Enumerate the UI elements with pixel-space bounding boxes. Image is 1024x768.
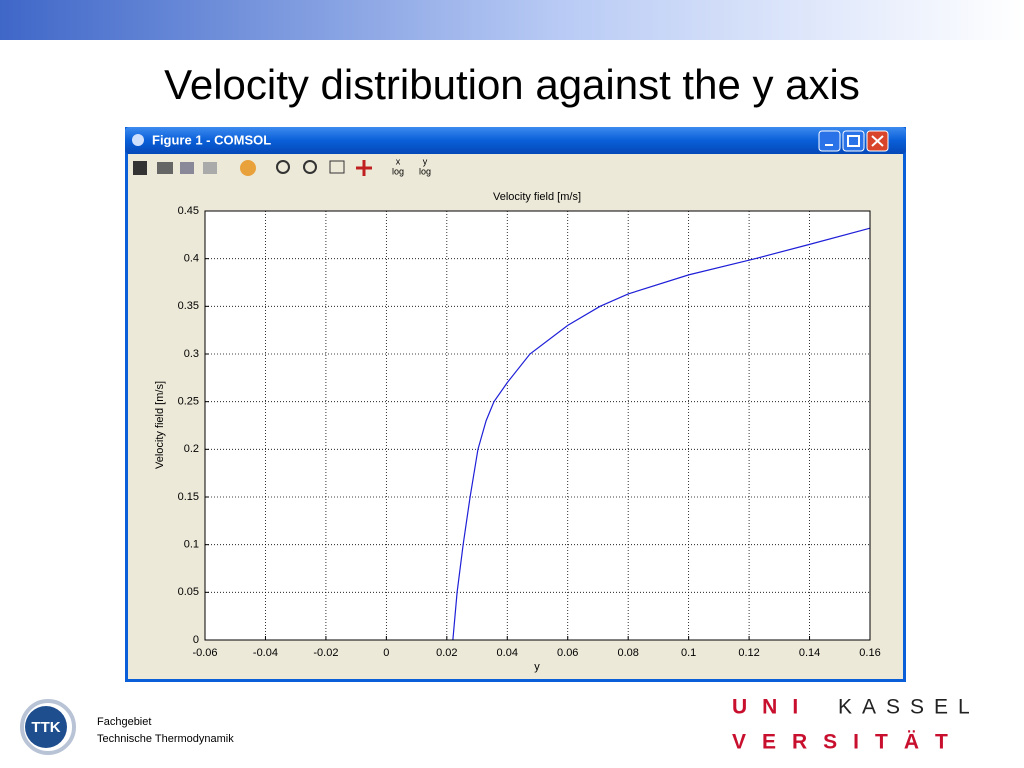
x-tick-label: 0.1 (681, 647, 696, 659)
toolbar-log[interactable]: log (419, 166, 431, 176)
data-line (452, 227, 871, 641)
y-tick-label: 0.45 (178, 205, 199, 217)
toolbar (133, 160, 372, 176)
y-axis-label: Velocity field [m/s] (154, 381, 166, 469)
chart-title: Velocity field [m/s] (493, 191, 581, 203)
x-tick-label: 0.16 (859, 647, 880, 659)
footer-line: Technische Thermodynamik (97, 733, 234, 745)
print-button[interactable] (157, 162, 173, 174)
minimize-icon (825, 144, 833, 146)
toolbar-axis: y (423, 156, 428, 166)
minimize-button[interactable] (818, 130, 841, 152)
uni-logo-red: UNI (732, 696, 813, 719)
ttk-logo-text: TTK (31, 719, 60, 736)
maximize-button[interactable] (842, 130, 865, 152)
maximize-icon (847, 135, 860, 147)
x-tick-label: 0 (383, 647, 389, 659)
x-tick-label: 0.04 (497, 647, 518, 659)
x-tick-label: 0.02 (436, 647, 457, 659)
y-tick-label: 0.1 (184, 539, 199, 551)
title-bar (125, 127, 906, 154)
close-icon (871, 135, 884, 147)
y-tick-label: 0 (193, 634, 199, 646)
uni-logo-black: KASSEL (838, 696, 980, 719)
top-band (0, 0, 1024, 40)
ttk-logo (25, 706, 67, 748)
toolbar-log[interactable]: log (392, 166, 404, 176)
y-tick-label: 0.4 (184, 253, 199, 265)
x-tick-label: 0.06 (557, 647, 578, 659)
plot-area (205, 211, 870, 640)
toolbar-axis: x (396, 156, 401, 166)
plot-frame (204, 210, 871, 641)
color-button[interactable] (240, 160, 256, 176)
x-tick-label: 0.08 (617, 647, 638, 659)
window-icon (132, 134, 144, 146)
y-tick-label: 0.35 (178, 300, 199, 312)
x-tick-label: 0.12 (738, 647, 759, 659)
x-tick-label: -0.04 (253, 647, 278, 659)
plot: 0 0.05 0.1 0.15 0.2 0.25 0.3 0.35 0.4 0.45 -0.06 -0… (178, 205, 881, 659)
footer-line: Fachgebiet (97, 716, 151, 728)
x-tick-label: 0.14 (799, 647, 820, 659)
y-tick-label: 0.2 (184, 443, 199, 455)
zoom-in-button[interactable] (276, 160, 290, 174)
pan-button[interactable] (356, 160, 372, 176)
copy-button[interactable] (180, 162, 194, 174)
window-title: Figure 1 - COMSOL (152, 132, 271, 147)
zoom-out-button[interactable] (303, 160, 317, 174)
save-button[interactable] (133, 161, 147, 175)
y-tick-label: 0.05 (178, 586, 199, 598)
y-tick-label: 0.3 (184, 348, 199, 360)
x-tick-label: -0.02 (313, 647, 338, 659)
zoom-box-button[interactable] (329, 160, 345, 174)
x-axis-label: y (534, 661, 540, 673)
y-tick-label: 0.25 (178, 396, 199, 408)
uni-logo-bottom: VERSITÄT (732, 731, 964, 754)
y-tick-label: 0.15 (178, 491, 199, 503)
slide-title: Velocity distribution against the y axis (164, 61, 860, 108)
x-tick-label: -0.06 (192, 647, 217, 659)
ascii-button[interactable] (203, 162, 217, 174)
